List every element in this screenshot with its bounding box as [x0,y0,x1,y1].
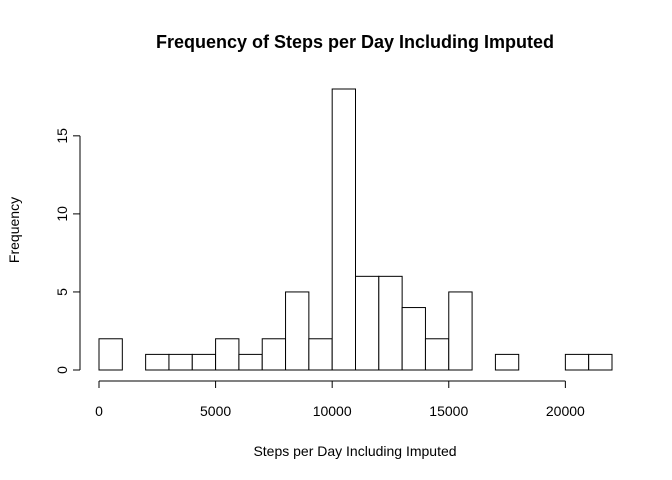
histogram-bar-20 [564,353,590,371]
histogram-bar-5 [215,338,240,371]
y-tick-label-2: 10 [54,206,70,222]
bars-group [98,88,613,371]
histogram-bar-14 [424,338,450,371]
y-tick-label-0: 0 [54,366,70,374]
histogram-bar-6 [238,353,263,371]
x-axis-label: Steps per Day Including Imputed [253,443,456,459]
histogram-bar-9 [308,338,333,371]
chart-title: Frequency of Steps per Day Including Imp… [156,32,554,52]
x-axis: 0 5000 10000 15000 20000 [95,380,585,419]
histogram-bar-3 [168,353,193,371]
x-tick-label-4: 20000 [546,403,585,419]
histogram-bar-11 [355,275,380,371]
histogram-bar-12 [378,275,403,371]
histogram-bar-15 [448,291,473,371]
y-axis: 0 5 10 15 [54,128,81,374]
histogram-bar-0 [98,338,123,371]
histogram-bar-4 [191,353,217,371]
y-axis-label: Frequency [6,197,22,263]
y-tick-label-3: 15 [54,128,70,144]
histogram-bar-7 [261,338,287,371]
x-tick-label-0: 0 [95,403,103,419]
x-tick-label-2: 10000 [313,403,352,419]
x-tick-label-1: 5000 [200,403,231,419]
y-tick-label-1: 5 [54,288,70,296]
x-tick-label-3: 15000 [429,403,468,419]
histogram-bar-21 [588,353,613,371]
histogram-bar-10 [331,88,357,371]
histogram-bar-13 [401,307,426,371]
histogram-bar-8 [285,291,310,371]
histogram-bar-2 [145,353,170,371]
histogram-bar-17 [494,353,520,371]
